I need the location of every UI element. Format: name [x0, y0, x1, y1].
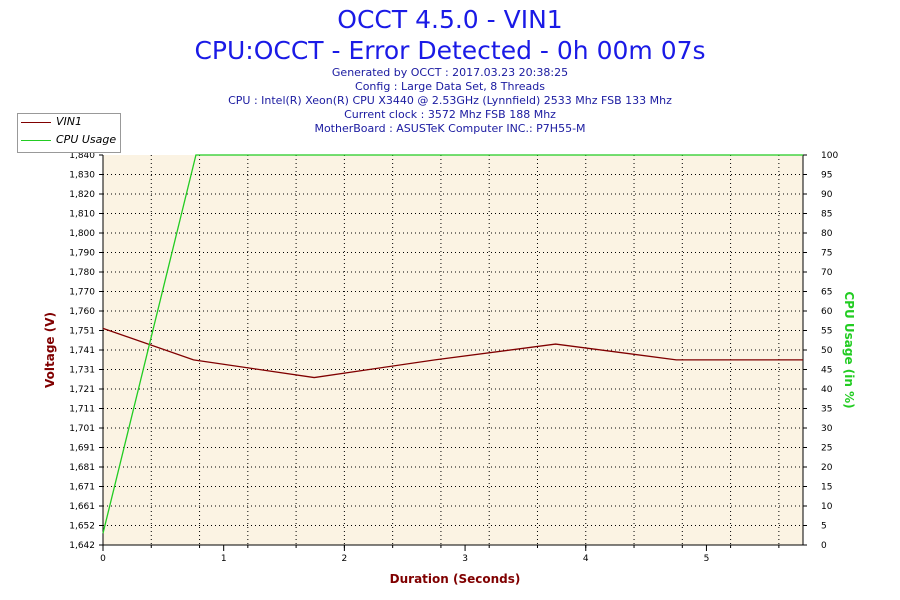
legend-item-cpu-usage: CPU Usage [18, 132, 120, 150]
y-tick-label: 1,652 [69, 522, 95, 532]
y2-tick-label: 95 [821, 171, 832, 181]
y-tick-label: 1,770 [69, 288, 95, 298]
x-tick-label: 4 [583, 554, 589, 564]
legend-item-vin1: VIN1 [18, 114, 120, 132]
y-tick-label: 1,721 [69, 385, 95, 395]
y-tick-label: 1,711 [69, 405, 95, 415]
y2-tick-label: 55 [821, 327, 832, 337]
y-tick-label: 1,642 [69, 541, 95, 551]
y2-tick-label: 30 [821, 424, 833, 434]
series-line-vin1 [102, 327, 803, 379]
legend-label-vin1: VIN1 [56, 115, 82, 128]
y-tick-label: 1,671 [69, 483, 95, 493]
x-axis-label: Duration (Seconds) [390, 572, 521, 586]
y-tick-label: 1,820 [69, 190, 95, 200]
y2-tick-label: 50 [821, 346, 833, 356]
x-tick-label: 5 [704, 554, 710, 564]
y2-tick-label: 25 [821, 444, 832, 454]
y2-tick-label: 5 [821, 522, 827, 532]
y-tick-label: 1,701 [69, 424, 95, 434]
y2-tick-label: 65 [821, 288, 832, 298]
chart-subtitle: CPU:OCCT - Error Detected - 0h 00m 07s [194, 36, 706, 65]
y-tick-label: 1,661 [69, 502, 95, 512]
info-generated: Generated by OCCT : 2017.03.23 20:38:25 [331, 66, 569, 79]
y-tick-label: 1,780 [69, 268, 95, 278]
y2-tick-label: 15 [821, 483, 832, 493]
y2-tick-label: 60 [821, 307, 833, 317]
y-tick-label: 1,790 [69, 249, 95, 259]
series-line-cpu-usage [102, 154, 803, 534]
y-tick-label: 1,760 [69, 307, 95, 317]
y2-tick-label: 20 [821, 463, 833, 473]
info-config: Config : Large Data Set, 8 Threads [355, 80, 545, 93]
y-tick-label: 1,840 [69, 151, 95, 161]
y-tick-label: 1,800 [69, 229, 95, 239]
legend-swatch-vin1 [21, 122, 51, 123]
y-tick-label: 1,751 [69, 327, 95, 337]
info-motherboard: MotherBoard : ASUSTeK Computer INC.: P7H… [314, 122, 586, 135]
x-tick-label: 2 [342, 554, 348, 564]
y-tick-label: 1,731 [69, 366, 95, 376]
y2-tick-label: 80 [821, 229, 833, 239]
x-tick-label: 1 [221, 554, 227, 564]
y2-tick-label: 35 [821, 405, 832, 415]
x-tick-label: 0 [100, 554, 106, 564]
y-tick-label: 1,741 [69, 346, 95, 356]
chart-title: OCCT 4.5.0 - VIN1 [337, 5, 563, 34]
chart-title-area: OCCT 4.5.0 - VIN1 CPU:OCCT - Error Detec… [0, 4, 900, 136]
y2-tick-label: 40 [821, 385, 833, 395]
y2-tick-label: 75 [821, 249, 832, 259]
y2-tick-label: 45 [821, 366, 832, 376]
info-clock: Current clock : 3572 Mhz FSB 188 Mhz [344, 108, 556, 121]
y2-tick-label: 10 [821, 502, 833, 512]
info-cpu: CPU : Intel(R) Xeon(R) CPU X3440 @ 2.53G… [228, 94, 672, 107]
x-tick-label: 3 [462, 554, 468, 564]
y2-tick-label: 0 [821, 541, 827, 551]
y2-tick-label: 70 [821, 268, 833, 278]
legend-label-cpu-usage: CPU Usage [56, 133, 117, 146]
y-tick-label: 1,830 [69, 171, 95, 181]
y2-tick-label: 100 [821, 151, 838, 161]
y-tick-label: 1,681 [69, 463, 95, 473]
legend-swatch-cpu-usage [21, 140, 51, 141]
y2-axis-label: CPU Usage (in %) [842, 291, 856, 408]
y2-tick-label: 90 [821, 190, 833, 200]
y2-tick-label: 85 [821, 210, 832, 220]
y-tick-label: 1,691 [69, 444, 95, 454]
y-axis-label: Voltage (V) [43, 312, 57, 388]
y-tick-label: 1,810 [69, 210, 95, 220]
chart-legend: VIN1 CPU Usage [17, 113, 121, 153]
